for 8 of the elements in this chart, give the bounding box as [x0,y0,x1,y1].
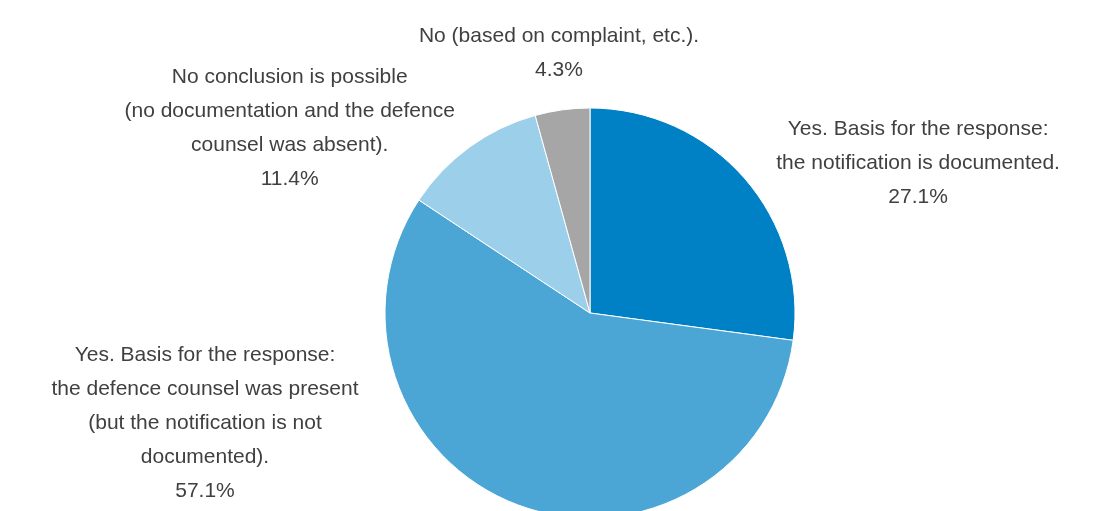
data-label: 11.4% [260,166,319,190]
slice-label: No (based on complaint, etc.). [418,22,700,46]
data-label: 57.1% [175,478,235,502]
slice-label: Yes. Basis for the response: the defence counsel was present (but the notification is not documented). [51,342,359,468]
slice-label: Yes. Basis for the response: the notification is documented. [776,116,1060,174]
slice-label: No conclusion is possible (no documentation and the defence counsel was absent). [124,64,455,156]
data-label: 27.1% [888,184,948,208]
data-label: 4.3% [535,56,583,80]
